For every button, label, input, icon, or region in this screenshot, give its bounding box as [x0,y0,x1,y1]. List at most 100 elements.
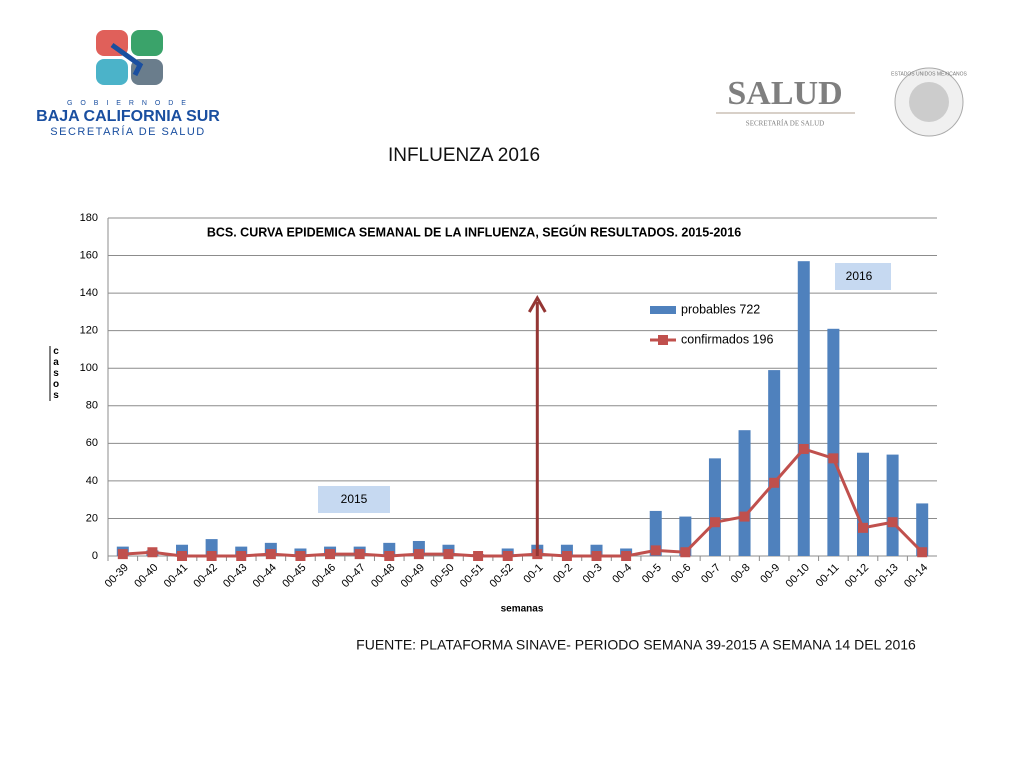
y-axis-label: casos [51,346,62,401]
marker [236,551,247,561]
line [122,447,924,558]
marker [591,551,602,561]
logo-part [131,30,163,56]
x-tick-label: 00-51 [458,562,486,590]
marker [561,551,572,561]
x-tick-label: 00-40 [132,562,160,590]
annotation-box [835,263,891,290]
y-tick-label: 40 [86,475,98,487]
x-tick-label: 00-3 [581,562,605,586]
gov-small: G O B I E R N O D E [67,100,189,107]
slide-title: INFLUENZA 2016 [388,145,540,166]
x-tick-label: 00-9 [758,562,782,586]
x-tick-label: 00-13 [872,562,900,590]
gov-name: BAJA CALIFORNIA SUR [36,108,220,125]
bar [738,430,751,556]
bar [176,544,189,556]
x-tick-label: 00-1 [521,562,545,586]
marker [769,477,780,488]
gov-logo [96,30,163,85]
marker [413,549,424,560]
marker [650,545,661,556]
marker [147,547,158,558]
marker [206,551,217,561]
x-tick-label: 00-50 [428,562,456,590]
marker [709,517,720,528]
bar [886,454,899,556]
y-tick-label: 0 [92,550,98,562]
x-tick-label: 00-46 [310,562,338,590]
salud-sub: SECRETARÍA DE SALUD [746,120,824,128]
x-tick-label: 00-11 [814,562,842,590]
y-tick-label: 60 [86,437,98,449]
annotation-box [318,486,390,513]
x-tick-label: 00-42 [191,562,219,590]
marker [739,511,750,522]
x-tick-label: 00-47 [339,562,367,590]
legend-swatch [650,306,676,314]
marker [443,549,454,560]
marker [680,547,691,558]
x-tick-label: 00-14 [902,562,930,590]
x-tick-label: 00-49 [399,562,427,590]
marker [117,549,128,560]
x-tick-label: 00-44 [251,562,279,590]
x-tick-label: 00-2 [551,562,575,586]
source: FUENTE: PLATAFORMA SINAVE- PERIODO SEMAN… [356,637,916,653]
marker [384,551,395,561]
x-tick-label: 00-10 [784,562,812,590]
y-tick-label: 160 [80,249,98,261]
marker [177,551,188,561]
annotation: 2016 [846,269,873,283]
y-tick-label: 80 [86,400,98,412]
bar [916,503,929,556]
bar [590,544,603,556]
chart-title: BCS. CURVA EPIDEMICA SEMANAL DE LA INFLU… [207,224,741,239]
bar [708,458,721,556]
bar [649,510,662,556]
bar [827,328,840,556]
bar [560,544,573,556]
marker [473,551,484,561]
x-tick-label: 00-12 [843,562,871,590]
x-tick-label: 00-43 [221,562,249,590]
bar [797,261,810,556]
gov-dept: SECRETARÍA DE SALUD [50,125,205,138]
logo-part [110,42,144,77]
seal-center [909,82,949,122]
y-tick-label: 140 [80,287,98,299]
legend-label: confirmados 196 [681,332,773,346]
marker [798,443,809,454]
legend-label: probables 722 [681,302,760,316]
marker [887,517,898,528]
x-tick-label: 00-5 [640,562,664,586]
seal-text: ESTADOS UNIDOS MEXICANOS [891,71,967,77]
annotation: 2015 [341,492,368,506]
marker [265,549,276,560]
marker [828,453,839,464]
bar [856,452,869,556]
marker [295,551,306,561]
x-tick-label: 00-48 [369,562,397,590]
marker [502,551,513,561]
salud-logo: SALUD [727,75,842,112]
x-tick-label: 00-7 [699,562,723,586]
y-tick-label: 120 [80,325,98,337]
x-tick-label: 00-45 [280,562,308,590]
x-tick-label: 00-39 [103,562,131,590]
x-tick-label: 00-6 [669,562,693,586]
bar [679,516,692,556]
logo-part [96,59,128,85]
bar [768,370,781,556]
marker [857,522,868,533]
x-tick-label: 00-41 [162,562,190,590]
marker [917,547,928,558]
marker [354,549,365,560]
marker [621,551,632,561]
x-tick-label: 00-4 [610,562,634,586]
legend-swatch [658,335,668,345]
arrow-head [528,294,547,313]
y-tick-label: 100 [80,362,98,374]
marker [325,549,336,560]
